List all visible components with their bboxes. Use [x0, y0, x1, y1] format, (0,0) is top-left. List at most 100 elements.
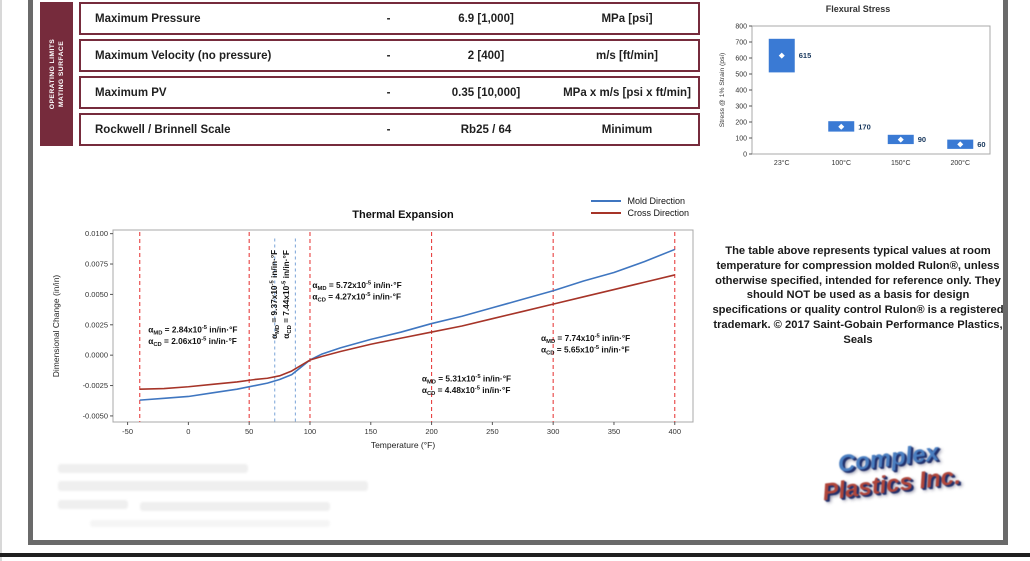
svg-text:0: 0 [743, 152, 747, 159]
svg-text:0.0075: 0.0075 [85, 260, 108, 269]
svg-text:200°C: 200°C [950, 159, 970, 167]
flexural-chart-plot: 0 100 200 300 400 500 600 700 800 Stress @ 1% Str… [719, 24, 991, 167]
outer-edge-line [0, 0, 2, 561]
thermal-axes: 0.0100 0.0075 0.0050 0.0025 0.0000 -0.0025 -0.… [83, 229, 681, 436]
svg-text:0.0100: 0.0100 [85, 229, 108, 238]
faint-print-artifact [58, 481, 368, 491]
svg-text:400: 400 [735, 88, 747, 95]
table-row: Rockwell / Brinnell Scale - Rb25 / 64 Minim… [79, 113, 700, 146]
svg-text:600: 600 [735, 56, 747, 63]
table-cell-value: Rb25 / 64 [460, 123, 512, 136]
svg-text:0.0025: 0.0025 [85, 320, 108, 329]
table-cell-basis: - [386, 12, 391, 25]
flexural-stress-chart: Flexural Stress 0 100 200 300 400 500 600 700 80… [712, 2, 1004, 184]
svg-text:αMD = 2.84x10-5 in/in·°F: αMD = 2.84x10-5 in/in·°F [148, 325, 237, 337]
table-cell-value: 0.35 [10,000] [451, 86, 521, 99]
svg-text:Stress @ 1% Strain (psi): Stress @ 1% Strain (psi) [719, 53, 726, 128]
table-cell-property: Maximum Velocity (no pressure) [95, 49, 272, 62]
svg-text:0: 0 [186, 427, 190, 436]
svg-text:200: 200 [425, 427, 438, 436]
svg-text:100: 100 [735, 136, 747, 143]
svg-text:100: 100 [304, 427, 317, 436]
svg-text:400: 400 [669, 427, 682, 436]
table-cell-basis: - [386, 86, 391, 99]
svg-text:100°C: 100°C [831, 159, 851, 167]
legend-entry: Mold Direction [591, 196, 689, 206]
page-border-left [28, 0, 33, 545]
table-cell-property: Maximum PV [95, 86, 167, 99]
series-cross-direction [139, 274, 675, 390]
table-cell-property: Maximum Pressure [95, 12, 201, 25]
operating-limits-table: OPERATING LIMITS MATING SURFACE Maximum … [40, 2, 700, 146]
table-cell-value: 2 [400] [467, 49, 505, 62]
side-label-line2: MATING SURFACE [57, 40, 65, 108]
svg-text:700: 700 [735, 40, 747, 47]
legend-label: Mold Direction [627, 196, 686, 206]
svg-text:90: 90 [918, 135, 926, 144]
flexural-bar: 170 [828, 121, 871, 132]
svg-text:αMD = 5.31x10-5 in/in·°F: αMD = 5.31x10-5 in/in·°F [422, 373, 511, 385]
legend-label: Cross Direction [627, 208, 689, 218]
table-cell-value: 6.9 [1,000] [458, 12, 514, 25]
svg-text:0.0050: 0.0050 [85, 290, 108, 299]
thermal-legend: Mold Direction Cross Direction [591, 196, 689, 218]
svg-text:αCD = 5.65x10-5 in/in·°F: αCD = 5.65x10-5 in/in·°F [541, 345, 630, 357]
svg-text:Temperature (°F): Temperature (°F) [371, 440, 436, 450]
svg-text:200: 200 [735, 120, 747, 127]
table-cell-units: Minimum [601, 123, 653, 136]
svg-text:170: 170 [858, 122, 871, 131]
svg-text:150°C: 150°C [891, 159, 911, 167]
company-logo: Complex Plastics Inc. [802, 435, 977, 509]
page-bottom-bar [0, 553, 1030, 557]
svg-text:Dimensional Change (in/in): Dimensional Change (in/in) [51, 275, 61, 378]
disclaimer-note: The table above represents typical value… [712, 245, 1004, 346]
svg-text:350: 350 [608, 427, 621, 436]
svg-text:60: 60 [977, 140, 985, 149]
table-side-header-label: OPERATING LIMITS MATING SURFACE [47, 2, 65, 146]
thermal-expansion-chart: Thermal Expansion Mold Direction Cross Di… [45, 196, 703, 458]
legend-line-swatch [591, 212, 622, 214]
table-cell-units: MPa [psi] [601, 12, 653, 25]
svg-text:αCD = 4.48x10-5 in/in·°F: αCD = 4.48x10-5 in/in·°F [422, 385, 511, 397]
svg-text:500: 500 [735, 72, 747, 79]
table-cell-units: m/s [ft/min] [596, 49, 658, 62]
flexural-bar: 60 [947, 139, 986, 149]
table-cell-basis: - [386, 123, 391, 136]
svg-text:615: 615 [799, 51, 812, 60]
svg-text:αCD = 4.27x10-5 in/in·°F: αCD = 4.27x10-5 in/in·°F [312, 291, 401, 303]
svg-text:-0.0050: -0.0050 [83, 411, 108, 420]
thermal-chart-plot: 0.0100 0.0075 0.0050 0.0025 0.0000 -0.0025 -0.… [51, 229, 694, 450]
table-side-header: OPERATING LIMITS MATING SURFACE [40, 2, 73, 146]
table-cell-basis: - [386, 49, 391, 62]
svg-text:150: 150 [365, 427, 378, 436]
side-label-line1: OPERATING LIMITS [48, 38, 56, 110]
svg-text:300: 300 [547, 427, 560, 436]
table-cell-property: Rockwell / Brinnell Scale [95, 123, 231, 136]
reference-lines [139, 232, 676, 422]
svg-text:-50: -50 [122, 427, 133, 436]
table-rows: Maximum Pressure - 6.9 [1,000] MPa [psi] Max… [79, 2, 700, 146]
table-row: Maximum PV - 0.35 [10,000] MPa x m/s [psi x… [79, 76, 700, 109]
table-row: Maximum Velocity (no pressure) - 2 [400] m/… [79, 39, 700, 72]
flexural-bar: 615 [768, 38, 812, 73]
svg-text:αMD = 5.72x10-5 in/in·°F: αMD = 5.72x10-5 in/in·°F [312, 280, 401, 292]
svg-text:αCD = 2.06x10-5 in/in·°F: αCD = 2.06x10-5 in/in·°F [148, 336, 237, 348]
series-mold-direction [139, 248, 676, 401]
flexural-chart-title: Flexural Stress [825, 4, 891, 14]
page-border-bottom [28, 540, 1008, 545]
legend-line-swatch [591, 200, 622, 202]
svg-text:0.0000: 0.0000 [85, 351, 108, 360]
flexural-bar: 90 [887, 134, 926, 144]
svg-text:800: 800 [735, 24, 747, 31]
legend-entry: Cross Direction [591, 208, 689, 218]
svg-text:23°C: 23°C [774, 159, 790, 167]
svg-text:αCD = 7.44x10-5 in/in·°F: αCD = 7.44x10-5 in/in·°F [281, 250, 293, 339]
page-border-right [1003, 0, 1008, 545]
svg-text:50: 50 [245, 427, 253, 436]
faint-print-artifact [90, 520, 330, 527]
